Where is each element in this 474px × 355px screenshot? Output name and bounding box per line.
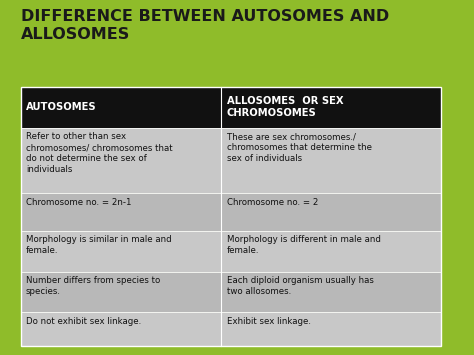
Text: Do not exhibit sex linkage.: Do not exhibit sex linkage. [26,317,141,326]
Text: Refer to other than sex
chromosomes/ chromosomes that
do not determine the sex o: Refer to other than sex chromosomes/ chr… [26,132,173,174]
FancyBboxPatch shape [20,87,441,128]
Text: DIFFERENCE BETWEEN AUTOSOMES AND
ALLOSOMES: DIFFERENCE BETWEEN AUTOSOMES AND ALLOSOM… [20,9,389,42]
Text: Number differs from species to
species.: Number differs from species to species. [26,276,160,296]
Text: Morphology is similar in male and
female.: Morphology is similar in male and female… [26,235,172,255]
Text: These are sex chromosomes./
chromosomes that determine the
sex of individuals: These are sex chromosomes./ chromosomes … [227,132,372,163]
FancyBboxPatch shape [20,272,441,312]
Text: Chromosome no. = 2: Chromosome no. = 2 [227,198,318,207]
Text: ALLOSOMES  OR SEX
CHROMOSOMES: ALLOSOMES OR SEX CHROMOSOMES [227,97,344,118]
FancyBboxPatch shape [20,231,441,272]
FancyBboxPatch shape [20,128,441,193]
Text: Morphology is different in male and
female.: Morphology is different in male and fema… [227,235,381,255]
Text: Chromosome no. = 2n-1: Chromosome no. = 2n-1 [26,198,131,207]
FancyBboxPatch shape [20,193,441,231]
FancyBboxPatch shape [20,312,441,346]
Text: AUTOSOMES: AUTOSOMES [26,102,97,113]
Text: Exhibit sex linkage.: Exhibit sex linkage. [227,317,311,326]
Text: Each diploid organism usually has
two allosomes.: Each diploid organism usually has two al… [227,276,374,296]
